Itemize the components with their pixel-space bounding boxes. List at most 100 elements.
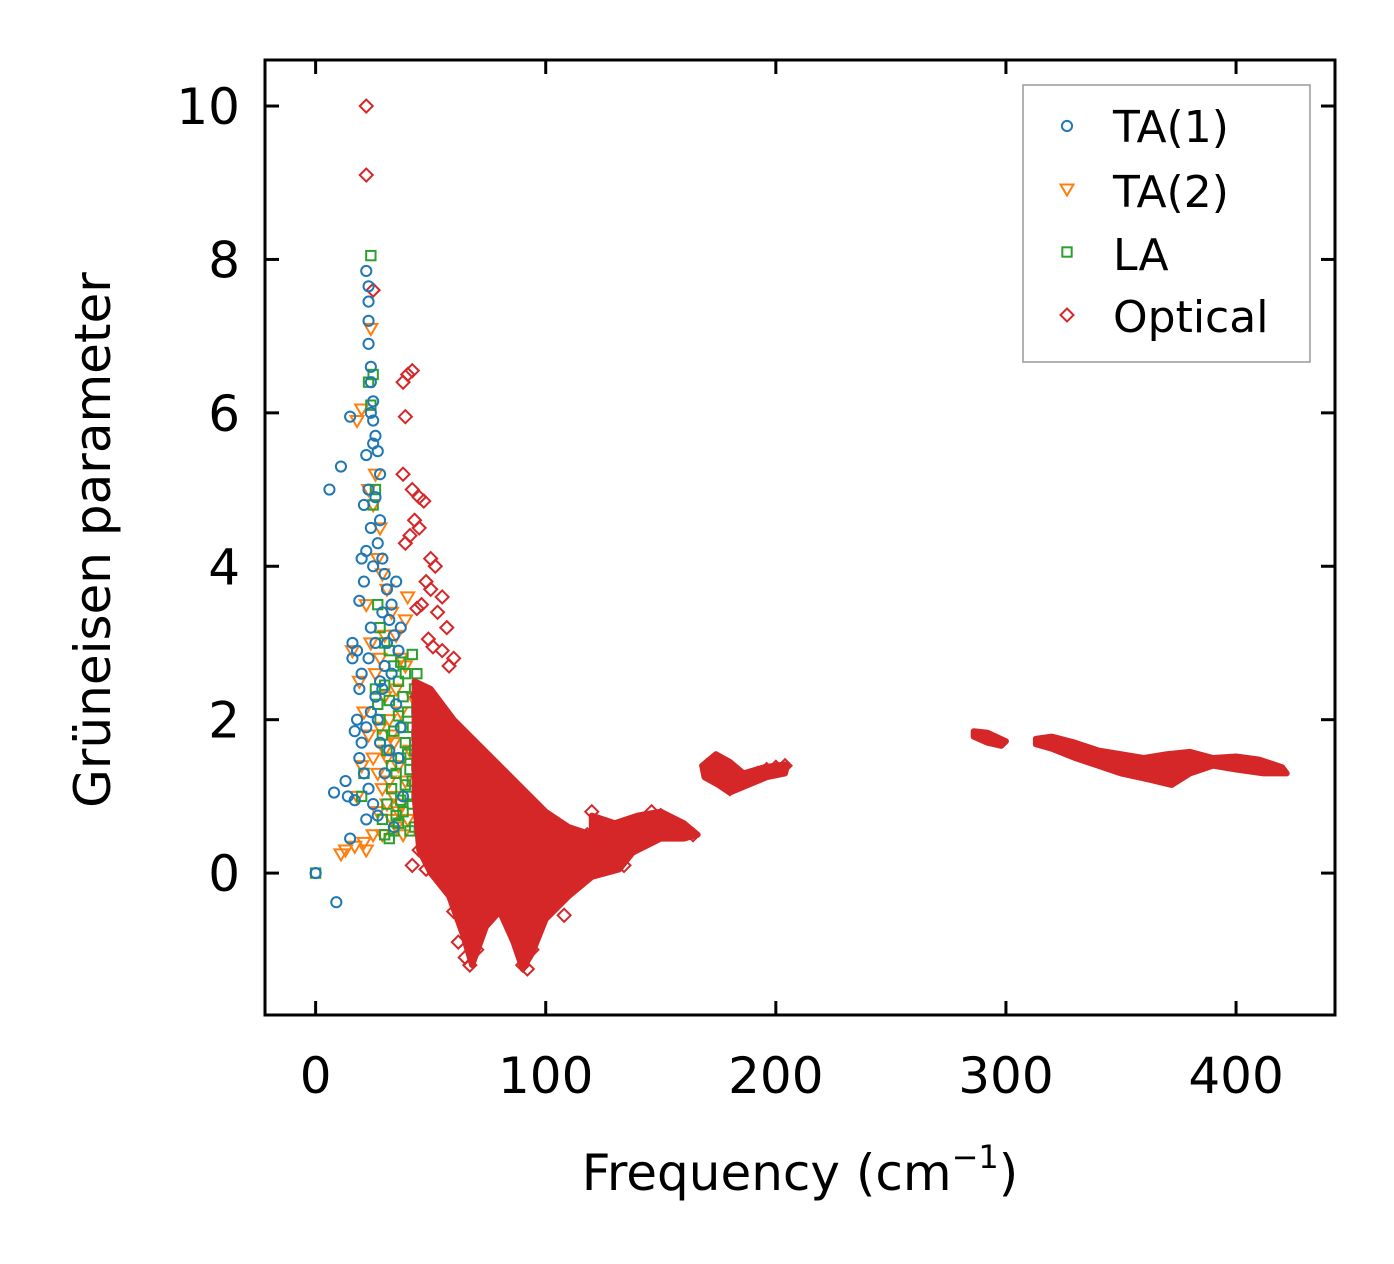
point-diamond-3-5: [395, 374, 411, 391]
series-ta-1-: [309, 264, 410, 909]
point-triangle-1-6: [364, 829, 382, 844]
legend-marker-optical: [1059, 307, 1075, 323]
point-circle-0-9: [348, 794, 361, 807]
point-diamond-3-26: [434, 642, 451, 659]
point-square-2-5: [369, 483, 382, 496]
point-circle-0-6: [339, 774, 352, 788]
point-circle-0-4: [344, 410, 357, 423]
point-diamond-3-16: [427, 558, 444, 575]
point-triangle-1-20: [397, 614, 414, 629]
point-circle-0-51: [348, 725, 361, 738]
point-triangle-1-26: [369, 767, 387, 782]
point-circle-0-47: [367, 797, 380, 811]
point-circle-0-33: [380, 583, 394, 596]
point-triangle-1-39: [367, 668, 384, 683]
point-square-2-40: [376, 729, 389, 741]
x-axis-label-close: ): [999, 1144, 1019, 1202]
x-axis-label: Frequency (cm−1): [582, 1138, 1019, 1202]
point-triangle-1-51: [387, 683, 405, 698]
point-diamond-3-20: [408, 600, 425, 617]
point-circle-0-45: [357, 767, 371, 780]
point-square-2-22: [385, 783, 398, 795]
optical-dense-200: [699, 751, 791, 796]
point-square-2-23: [381, 798, 393, 810]
point-circle-0-27: [373, 468, 387, 481]
point-circle-0-58: [390, 698, 403, 711]
point-triangle-1-49: [378, 752, 396, 767]
point-diamond-3-28: [441, 658, 458, 674]
point-circle-0-12: [353, 594, 366, 607]
point-circle-0-36: [387, 629, 400, 642]
point-circle-0-28: [369, 491, 382, 504]
point-circle-0-46: [362, 782, 375, 795]
point-circle-0-62: [387, 820, 400, 834]
point-circle-0-67: [362, 483, 375, 496]
point-square-2-15: [406, 648, 418, 661]
legend-marker-ta-1-: [1060, 119, 1074, 133]
point-circle-0-69: [364, 406, 377, 419]
y-tick-label-8: 8: [208, 231, 240, 289]
point-triangle-1-7: [362, 322, 380, 337]
point-diamond-3-25: [425, 638, 441, 655]
point-circle-0-29: [373, 514, 387, 527]
point-square-2-37: [390, 809, 402, 822]
y-tick-label-4: 4: [208, 538, 240, 596]
point-circle-0-5: [327, 786, 341, 799]
x-axis-label-main: Frequency (cm: [582, 1144, 952, 1202]
point-circle-0-73: [346, 636, 359, 650]
point-circle-0-53: [364, 621, 377, 634]
point-diamond-3-2: [365, 282, 382, 299]
point-circle-0-42: [360, 721, 373, 734]
point-circle-0-65: [367, 560, 380, 573]
point-diamond-3-10: [415, 493, 432, 509]
point-circle-0-20: [362, 337, 375, 350]
legend-marker-la: [1061, 246, 1073, 258]
point-circle-0-77: [390, 575, 403, 588]
point-circle-0-61: [396, 790, 410, 803]
point-circle-0-70: [360, 544, 373, 557]
point-circle-0-74: [371, 713, 384, 726]
point-circle-0-23: [367, 395, 380, 408]
tick-labels-layer: 0 100 200 300 400 0 2 4 6 8 10: [176, 78, 1283, 1105]
legend-markers: [1058, 119, 1076, 323]
point-circle-0-57: [385, 667, 398, 680]
x-tick-label-200: 200: [728, 1047, 823, 1105]
point-square-2-35: [399, 779, 412, 791]
point-circle-0-78: [394, 621, 407, 634]
point-triangle-1-14: [369, 553, 387, 568]
point-square-2-58: [399, 667, 412, 680]
x-tick-label-300: 300: [958, 1047, 1053, 1105]
x-tick-label-100: 100: [498, 1047, 593, 1105]
optical-dense-core: [411, 678, 641, 972]
point-circle-0-21: [364, 360, 377, 373]
point-circle-0-54: [369, 636, 382, 650]
point-circle-0-44: [353, 751, 366, 765]
point-circle-0-60: [392, 751, 405, 765]
point-diamond-3-53: [556, 907, 573, 924]
point-square-2-3: [367, 368, 379, 381]
y-tick-label-0: 0: [208, 845, 240, 903]
optical-dense-high: [1032, 733, 1290, 788]
point-diamond-3-8: [404, 481, 421, 498]
point-square-2-38: [385, 760, 398, 772]
point-circle-0-32: [378, 567, 391, 581]
point-circle-0-35: [383, 613, 396, 627]
point-triangle-1-22: [351, 675, 368, 690]
legend-label-optical: Optical: [1113, 292, 1268, 343]
point-circle-0-76: [383, 744, 396, 757]
point-square-2-16: [411, 667, 423, 680]
legend-box: [1022, 84, 1311, 363]
point-triangle-1-5: [357, 844, 375, 859]
point-circle-0-37: [392, 644, 405, 657]
point-triangle-1-35: [381, 714, 398, 729]
point-triangle-1-19: [392, 652, 410, 667]
point-circle-0-18: [362, 295, 375, 308]
point-triangle-1-38: [371, 721, 389, 736]
point-square-2-1: [365, 249, 377, 262]
y-tick-label-2: 2: [208, 692, 240, 750]
ticks-layer: [265, 60, 1335, 1015]
point-circle-0-59: [394, 721, 407, 734]
point-square-2-42: [372, 698, 384, 711]
point-circle-0-25: [369, 429, 382, 442]
